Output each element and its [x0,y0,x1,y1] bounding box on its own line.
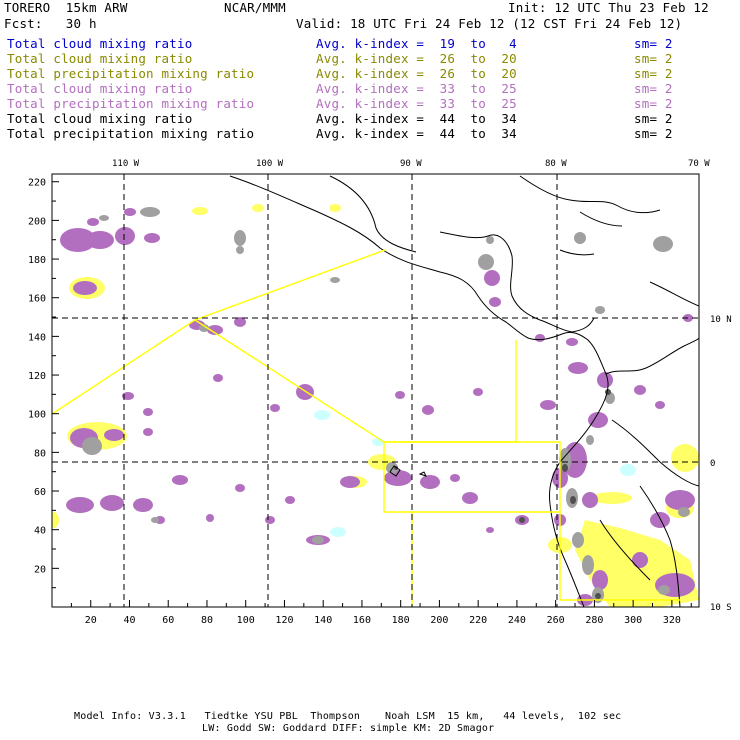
x-tick-label: 140 [314,615,332,626]
lat-lon-grid [52,174,699,607]
dark-cloud-cores [394,389,611,599]
domain-outline [52,249,680,607]
x-tick-label: 320 [663,615,681,626]
legend-field: Total cloud mixing ratio [7,36,193,51]
legend-sm: sm= 2 [634,111,673,126]
lat-label: 10 N [710,315,732,325]
legend-field: Total cloud mixing ratio [7,111,193,126]
legend-field: Total precipitation mixing ratio [7,96,255,111]
legend-kindex: Avg. k-index = 26 to 20 [316,51,517,66]
legend-kindex: Avg. k-index = 33 to 25 [316,81,517,96]
y-tick-label: 200 [28,216,46,227]
legend-kindex: Avg. k-index = 33 to 25 [316,96,517,111]
gray-cloud-areas [82,207,690,603]
map-frame [51,173,700,608]
legend-sm: sm= 2 [634,51,673,66]
forecast-hour: Fcst: 30 h [4,16,97,31]
legend-field: Total precipitation mixing ratio [7,126,255,141]
lon-label: 90 W [400,159,422,169]
organization-label: NCAR/MMM [224,0,286,15]
x-tick-label: 100 [237,615,255,626]
x-tick-label: 80 [201,615,213,626]
x-tick-label: 240 [508,615,526,626]
y-tick-label: 140 [28,332,46,343]
longitude-labels: 110 W 100 W 90 W 80 W 70 W [112,159,710,169]
coastlines [229,175,699,607]
lon-label: 110 W [112,159,140,169]
x-tick-label: 220 [469,615,487,626]
map-content [52,174,699,607]
lon-label: 80 W [545,159,567,169]
valid-time: Valid: 18 UTC Fri 24 Feb 12 (12 CST Fri … [296,16,683,31]
legend-sm: sm= 2 [634,66,673,81]
y-tick-label: 100 [28,410,46,421]
physics-info: LW: Godd SW: Goddard DIFF: simple KM: 2D… [202,723,495,734]
legend-kindex: Avg. k-index = 26 to 20 [316,66,517,81]
latitude-labels: 10 N 0 10 S [710,315,732,613]
legend-field: Total precipitation mixing ratio [7,66,255,81]
lat-label: 0 [710,459,715,469]
legend-kindex: Avg. k-index = 44 to 34 [316,111,517,126]
y-tick-label: 220 [28,178,46,189]
init-time: Init: 12 UTC Thu 23 Feb 12 [508,0,709,15]
x-tick-label: 60 [162,615,174,626]
y-tick-label: 160 [28,294,46,305]
model-info: Model Info: V3.3.1 Tiedtke YSU PBL Thomp… [74,711,622,722]
x-tick-label: 120 [275,615,293,626]
x-tick-label: 160 [353,615,371,626]
legend-field: Total cloud mixing ratio [7,51,193,66]
y-tick-label: 120 [28,371,46,382]
legend-kindex: Avg. k-index = 19 to 4 [316,36,517,51]
legend-sm: sm= 2 [634,81,673,96]
purple-cloud-areas [60,208,695,606]
legend-sm: sm= 2 [634,96,673,111]
lon-label: 70 W [688,159,710,169]
legend-sm: sm= 2 [634,36,673,51]
cyan-cloud-areas [314,410,636,537]
y-axis: 20 40 60 80 100 120 140 160 180 200 220 [28,178,59,589]
x-tick-label: 20 [85,615,97,626]
y-tick-label: 40 [34,526,46,537]
x-tick-label: 300 [624,615,642,626]
legend-sm: sm= 2 [634,126,673,141]
lon-label: 100 W [256,159,284,169]
x-tick-label: 180 [392,615,410,626]
y-tick-label: 180 [28,255,46,266]
x-tick-label: 200 [430,615,448,626]
x-tick-label: 40 [123,615,135,626]
yellow-cloud-areas [52,204,699,607]
y-tick-label: 20 [34,564,46,575]
lat-label: 10 S [710,603,732,613]
x-axis: 20 40 60 80 100 120 140 160 180 200 220 240 260 280 30… [70,600,692,626]
y-tick-label: 60 [34,487,46,498]
model-title: TORERO 15km ARW [4,0,128,15]
y-tick-label: 80 [34,448,46,459]
x-tick-label: 260 [547,615,565,626]
legend-kindex: Avg. k-index = 44 to 34 [316,126,517,141]
legend-field: Total cloud mixing ratio [7,81,193,96]
x-tick-label: 280 [585,615,603,626]
